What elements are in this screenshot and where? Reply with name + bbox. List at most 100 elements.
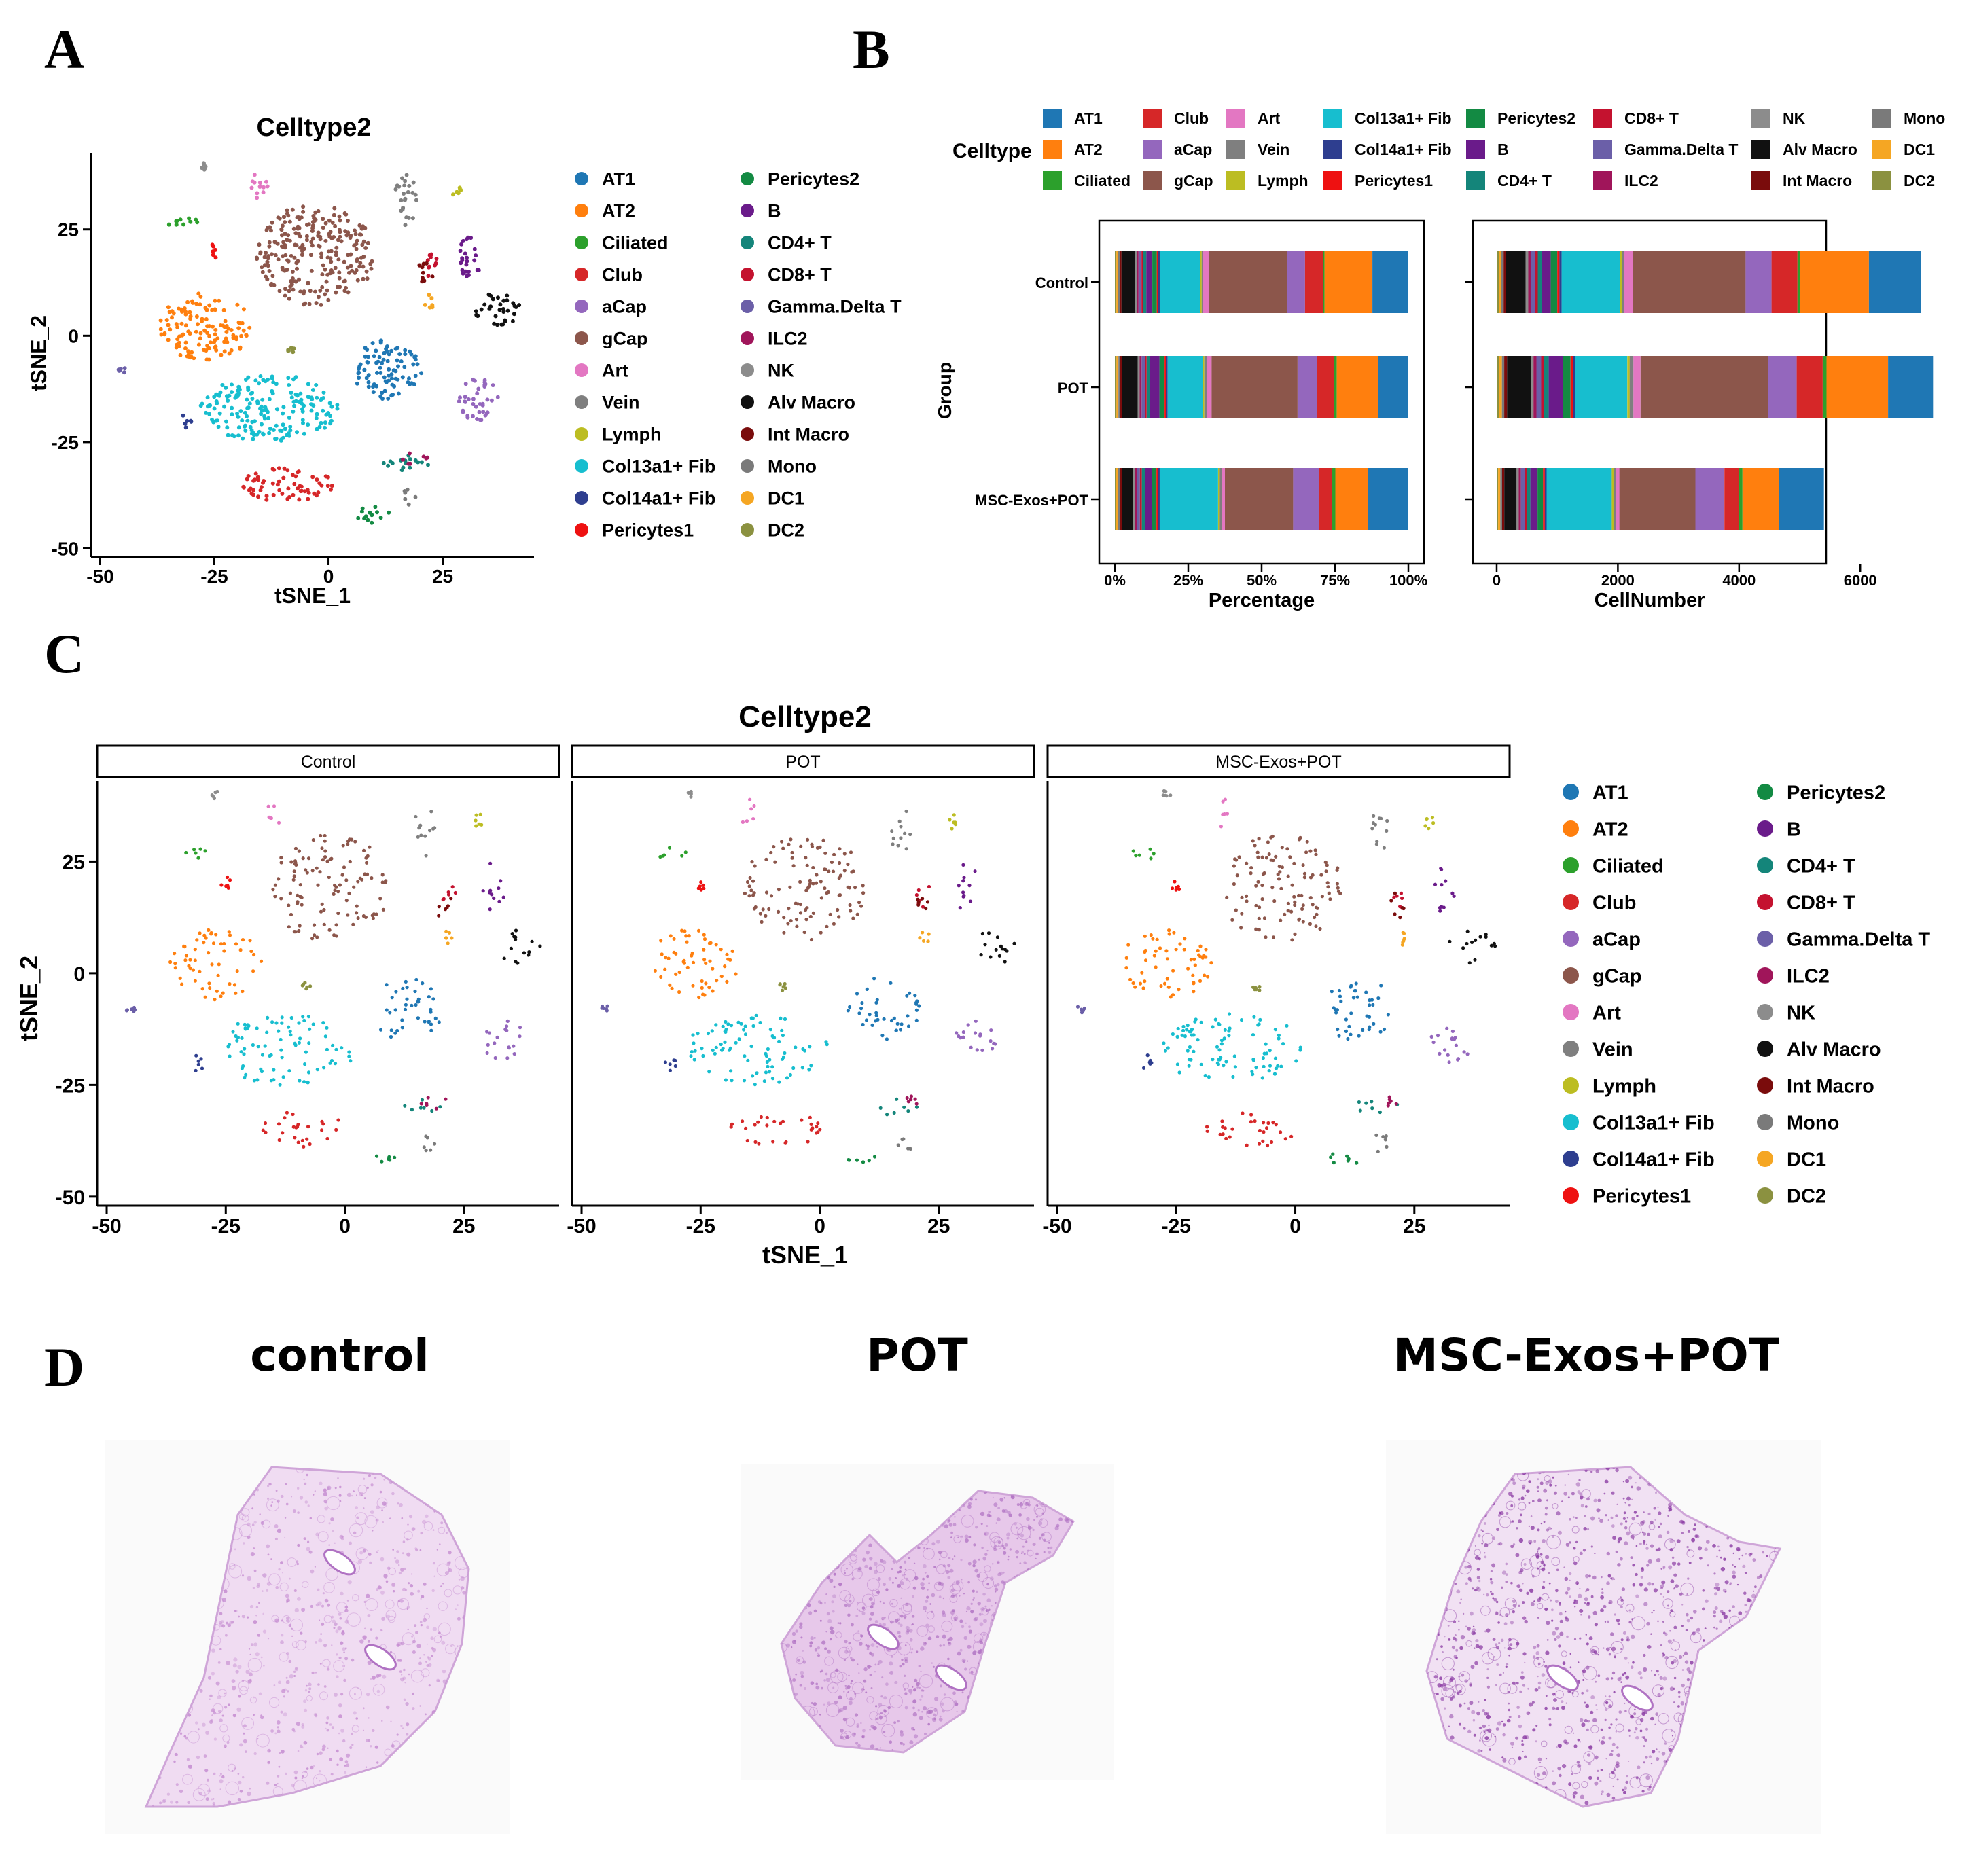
point bbox=[974, 869, 977, 873]
point bbox=[406, 190, 410, 194]
point bbox=[1164, 949, 1168, 952]
point bbox=[467, 273, 471, 277]
point bbox=[851, 869, 855, 873]
point bbox=[673, 937, 676, 941]
point bbox=[251, 437, 255, 441]
point bbox=[321, 264, 325, 268]
cell-dot bbox=[851, 1680, 853, 1682]
point bbox=[346, 913, 349, 916]
point bbox=[475, 417, 479, 421]
cell-dot bbox=[830, 1630, 834, 1634]
point bbox=[707, 1032, 710, 1035]
cell-dot bbox=[239, 1743, 243, 1746]
legend-c-label: Alv Macro bbox=[1787, 1039, 1881, 1060]
legend-a-key bbox=[741, 491, 754, 505]
point bbox=[183, 312, 188, 317]
point bbox=[860, 1001, 863, 1005]
legend-a-key bbox=[741, 395, 754, 409]
point bbox=[285, 268, 289, 272]
bar-segment-dc1 bbox=[1499, 251, 1501, 313]
cell-dot bbox=[332, 1530, 334, 1532]
bar-segment-vein bbox=[1202, 251, 1203, 313]
point bbox=[955, 1031, 958, 1034]
point bbox=[490, 399, 494, 403]
point bbox=[1200, 1063, 1203, 1066]
point bbox=[247, 405, 251, 410]
point bbox=[1133, 986, 1137, 989]
cell-dot bbox=[432, 1589, 435, 1592]
cell-dot bbox=[426, 1626, 429, 1629]
point bbox=[730, 1079, 733, 1082]
point bbox=[266, 410, 270, 414]
bar-legend-key bbox=[1226, 109, 1245, 128]
cell-dot bbox=[950, 1569, 954, 1573]
point bbox=[1355, 981, 1358, 985]
tsne-a-legend: AT1AT2CiliatedClubaCapgCapArtVeinLymphCo… bbox=[575, 169, 902, 541]
point bbox=[408, 382, 412, 386]
point bbox=[1149, 848, 1152, 851]
cell-dot bbox=[899, 1566, 902, 1569]
cell-dot bbox=[306, 1767, 309, 1770]
point bbox=[329, 488, 333, 492]
bar-legend-key bbox=[1872, 109, 1891, 128]
point bbox=[1249, 866, 1253, 869]
legend-c-key bbox=[1757, 784, 1773, 800]
cell-dot bbox=[919, 1665, 921, 1667]
point bbox=[258, 185, 262, 189]
point bbox=[663, 968, 666, 971]
cell-dot bbox=[408, 1629, 409, 1630]
point bbox=[988, 955, 992, 958]
cell-dot bbox=[286, 1503, 289, 1506]
cell-dot bbox=[342, 1647, 346, 1651]
point bbox=[1268, 1069, 1271, 1072]
cell-dot bbox=[238, 1695, 241, 1698]
point bbox=[433, 264, 437, 268]
point bbox=[302, 856, 305, 860]
point bbox=[1427, 827, 1430, 830]
point bbox=[407, 216, 411, 220]
point bbox=[319, 303, 323, 307]
cell-dot bbox=[869, 1567, 872, 1570]
cell-dot bbox=[278, 1681, 281, 1684]
cell-dot bbox=[1021, 1553, 1022, 1554]
cell-dot bbox=[289, 1624, 291, 1627]
cell-dot bbox=[400, 1678, 404, 1682]
point bbox=[254, 471, 258, 475]
point bbox=[427, 1020, 431, 1023]
point bbox=[1263, 916, 1266, 920]
point bbox=[783, 1017, 787, 1021]
point bbox=[961, 879, 965, 882]
cell-dot bbox=[326, 1722, 329, 1725]
point bbox=[279, 228, 283, 232]
cell-dot bbox=[909, 1629, 913, 1633]
cell-dot bbox=[902, 1574, 904, 1576]
point bbox=[363, 872, 366, 876]
cell-dot bbox=[280, 1640, 284, 1644]
point bbox=[315, 301, 319, 305]
point bbox=[1193, 1020, 1196, 1024]
point bbox=[1304, 850, 1308, 854]
cell-dot bbox=[402, 1517, 404, 1519]
point bbox=[1003, 948, 1007, 951]
cell-dot bbox=[961, 1625, 965, 1629]
cell-dot bbox=[911, 1652, 913, 1654]
point bbox=[486, 1051, 489, 1055]
point bbox=[1298, 918, 1301, 921]
point bbox=[892, 837, 895, 840]
cell-dot bbox=[404, 1682, 406, 1683]
cell-dot bbox=[826, 1678, 830, 1682]
point bbox=[225, 425, 229, 429]
point bbox=[423, 1145, 426, 1149]
point bbox=[1352, 996, 1355, 999]
point bbox=[273, 437, 277, 441]
point bbox=[304, 868, 307, 871]
cell-dot bbox=[941, 1703, 944, 1706]
point bbox=[1371, 1003, 1374, 1007]
point bbox=[480, 308, 484, 312]
point bbox=[664, 956, 667, 959]
point bbox=[697, 996, 700, 999]
point bbox=[236, 1022, 240, 1026]
point bbox=[1463, 1050, 1466, 1053]
cell-dot bbox=[904, 1615, 907, 1619]
